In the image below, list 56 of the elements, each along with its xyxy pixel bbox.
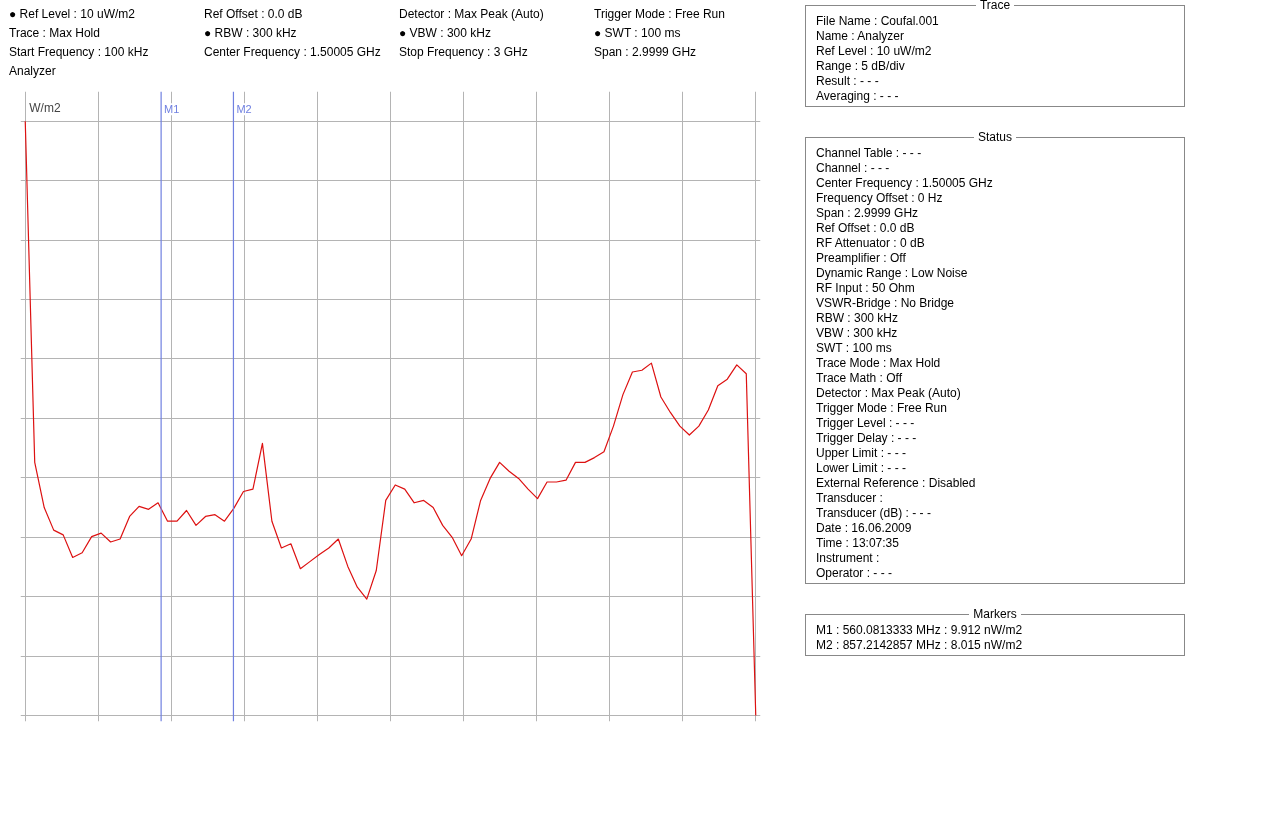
- text: Detector : Max Peak (Auto): [815, 386, 962, 401]
- text: Preamplifier : Off: [815, 251, 907, 266]
- text: Stop Frequency : 3 GHz: [398, 44, 529, 62]
- text: Channel : - - -: [815, 161, 891, 176]
- text: Ref Level : 10 uW/m2: [815, 44, 933, 59]
- text: Operator : - - -: [815, 566, 893, 581]
- text: RBW : 300 kHz: [815, 311, 900, 326]
- text: Averaging : - - -: [815, 89, 900, 104]
- text: Ref Offset : 0.0 dB: [815, 221, 916, 236]
- text: Trigger Mode : Free Run: [593, 6, 726, 23]
- text: M1 : 560.0813333 MHz : 9.912 nW/m2: [815, 623, 1024, 638]
- text: Status: [973, 130, 1017, 144]
- text: Trigger Level : - - -: [815, 416, 916, 431]
- text: File Name : Coufal.001: [815, 14, 940, 29]
- text: Instrument :: [815, 551, 881, 566]
- text: Lower Limit : - - -: [815, 461, 907, 476]
- text: Span : 2.9999 GHz: [593, 44, 698, 62]
- text: Name : Analyzer: [815, 29, 906, 44]
- text: Trace Mode : Max Hold: [815, 356, 942, 371]
- text: M1: [164, 103, 180, 116]
- text: Dynamic Range : Low Noise: [815, 266, 969, 281]
- text: VBW : 300 kHz: [815, 326, 899, 341]
- text: Time : 13:07:35: [815, 536, 900, 551]
- text: ● SWT : 100 ms: [593, 25, 682, 43]
- text: Upper Limit : - - -: [815, 446, 907, 461]
- text: Transducer :: [815, 491, 884, 506]
- text: Start Frequency : 100 kHz: [8, 44, 150, 62]
- text: Trigger Delay : - - -: [815, 431, 918, 446]
- text: Channel Table : - - -: [815, 146, 923, 161]
- text: Trace : Max Hold: [8, 25, 101, 43]
- text: ● Ref Level : 10 uW/m2: [8, 6, 136, 23]
- text: M2 : 857.2142857 MHz : 8.015 nW/m2: [815, 638, 1024, 653]
- text: VSWR-Bridge : No Bridge: [815, 296, 956, 311]
- y-axis-title: W/m2: [29, 101, 61, 116]
- text: ● VBW : 300 kHz: [398, 25, 492, 43]
- text: M2: [236, 103, 252, 116]
- text: Span : 2.9999 GHz: [815, 206, 920, 221]
- text: Markers: [969, 607, 1021, 621]
- text: Trace: [975, 0, 1015, 12]
- text: Analyzer: [8, 63, 57, 81]
- text: SWT : 100 ms: [815, 341, 893, 356]
- text: RF Input : 50 Ohm: [815, 281, 916, 296]
- text: Frequency Offset : 0 Hz: [815, 191, 944, 206]
- text: Ref Offset : 0.0 dB: [203, 6, 304, 23]
- text: Trace Math : Off: [815, 371, 904, 386]
- text: Trigger Mode : Free Run: [815, 401, 948, 416]
- text: Center Frequency : 1.50005 GHz: [815, 176, 994, 191]
- text: External Reference : Disabled: [815, 476, 977, 491]
- text: RF Attenuator : 0 dB: [815, 236, 926, 251]
- text: Transducer (dB) : - - -: [815, 506, 932, 521]
- text: Result : - - -: [815, 74, 880, 89]
- text: Detector : Max Peak (Auto): [398, 6, 545, 23]
- text: Range : 5 dB/div: [815, 59, 906, 74]
- text: ● RBW : 300 kHz: [203, 25, 298, 43]
- text: Center Frequency : 1.50005 GHz: [203, 44, 382, 62]
- text: Date : 16.06.2009: [815, 521, 913, 536]
